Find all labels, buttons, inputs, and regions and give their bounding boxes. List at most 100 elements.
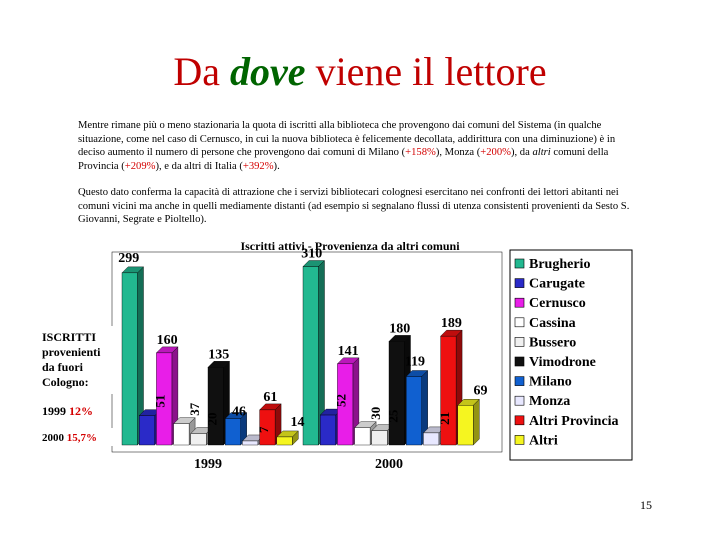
value-label: 119 — [405, 354, 425, 369]
legend-swatch — [514, 415, 525, 426]
chart-title: Iscritti attivi - Provenienza da altri c… — [240, 239, 460, 253]
legend-label: Carugate — [529, 277, 585, 292]
legend-item-carugate: Carugate — [514, 277, 585, 292]
value-label: 25 — [385, 409, 400, 423]
p1-text-2: ), Monza ( — [435, 147, 481, 158]
bar-front — [371, 430, 388, 446]
value-label: 141 — [338, 344, 359, 359]
chart-bars — [121, 260, 480, 446]
legend-item-cernusco: Cernusco — [514, 296, 586, 311]
bar-front — [388, 341, 405, 446]
legend-item-altri-provincia: Altri Provincia — [514, 414, 619, 429]
legend-item-altri: Altri — [514, 433, 558, 448]
value-label: 61 — [263, 390, 277, 405]
p1-text-1: Mentre rimane più o meno stazionaria la … — [78, 120, 616, 158]
legend-item-milano: Milano — [514, 375, 572, 390]
legend-item-brugherio: Brugherio — [514, 257, 590, 272]
legend-swatch — [514, 317, 525, 328]
bar-front — [423, 432, 440, 446]
value-label: 30 — [368, 407, 383, 420]
title-word-da: Da — [173, 49, 221, 94]
legend-label: Altri — [529, 433, 558, 448]
legend-swatch — [514, 435, 525, 445]
bar-front — [121, 272, 138, 446]
legend-swatch — [514, 297, 525, 308]
paragraph-1: Mentre rimane più o meno stazionaria la … — [78, 119, 638, 173]
slide-number: 15 — [640, 498, 652, 512]
bar-front — [138, 415, 155, 446]
value-label: 46 — [232, 405, 246, 420]
bar-side — [473, 398, 480, 446]
bar-front — [259, 409, 276, 446]
slide-title: Da dove viene il lettore — [0, 52, 720, 92]
value-label: 160 — [157, 333, 178, 348]
bar-front — [440, 335, 457, 446]
bar-front — [354, 427, 371, 446]
value-label: 7 — [256, 426, 271, 433]
legend-label: Cernusco — [529, 296, 586, 311]
bar-front — [302, 266, 319, 446]
category-label: 2000 — [375, 457, 403, 472]
legend-swatch — [514, 376, 525, 386]
legend-frame — [509, 249, 633, 461]
p1-milano-pct: +158% — [405, 147, 436, 158]
bar-altri-1999 — [276, 430, 299, 446]
bar-front — [190, 433, 207, 446]
legend-label: Milano — [529, 375, 572, 390]
value-label: 52 — [334, 394, 349, 407]
bar-front — [320, 414, 336, 446]
bar-front — [173, 423, 190, 446]
value-label: 310 — [301, 247, 322, 262]
year-1999-box — [38, 402, 106, 420]
p1-monza-pct: +200% — [480, 147, 511, 158]
side-label-line-1: ISCRITTI — [42, 330, 96, 344]
legend-item-bussero: Bussero — [514, 335, 576, 350]
title-word-dove: dove — [230, 49, 306, 94]
p1-italia-pct: +392% — [242, 160, 274, 172]
p1-text-4: comuni della Provincia ( — [78, 147, 609, 172]
year-1999-pct: 12% — [69, 404, 93, 418]
side-label: ISCRITTI provenienti da fuori Cologno: 1… — [38, 326, 114, 446]
bar-front — [276, 436, 293, 446]
year-2000-year: 2000 — [42, 432, 65, 444]
legend-label: Vimodrone — [529, 355, 596, 370]
year-2000-label: 2000 15,7% — [42, 432, 97, 444]
bar-front — [242, 440, 259, 446]
p1-text-3: ), da — [510, 147, 533, 158]
bar-front — [207, 367, 224, 446]
side-label-line-4: Cologno: — [42, 375, 89, 389]
bar-front — [224, 418, 241, 446]
bar-cernusco-1999 — [155, 346, 179, 446]
legend-item-monza: Monza — [514, 394, 570, 409]
category-label: 1999 — [194, 457, 222, 472]
bar-cassina-1999 — [173, 417, 196, 446]
bar-front — [156, 352, 173, 446]
legend-label: Bussero — [529, 335, 576, 350]
value-label: 20 — [204, 412, 219, 425]
side-label-line-2: provenienti — [42, 345, 101, 359]
bar-brugherio-2000 — [302, 260, 325, 446]
chart-legend: Brugherio Carugate Cernusco Cassina Bussero V… — [514, 257, 619, 448]
p1-text-6: ). — [273, 160, 280, 172]
value-label: 37 — [187, 402, 202, 416]
value-label: 14 — [291, 415, 305, 430]
chart-category-labels: 1999 2000 — [194, 457, 403, 472]
legend-swatch — [514, 337, 525, 347]
value-label: 189 — [441, 316, 462, 331]
legend-swatch — [514, 395, 525, 406]
value-label: 69 — [474, 383, 488, 398]
paragraph-2: Questo dato conferma la capacità di attr… — [78, 187, 630, 225]
p1-text-5: ), e da altri di Italia ( — [155, 160, 243, 172]
value-label: 51 — [153, 395, 168, 408]
legend-swatch — [514, 258, 525, 269]
title-rest: viene il lettore — [315, 49, 547, 94]
legend-label: Monza — [529, 394, 570, 409]
bar-front — [337, 363, 354, 446]
bar-milano-2000 — [405, 370, 429, 446]
bar-cernusco-2000 — [336, 357, 360, 446]
value-label: 135 — [208, 347, 229, 362]
side-label-box — [38, 326, 114, 394]
p1-altri: altri — [532, 147, 551, 158]
